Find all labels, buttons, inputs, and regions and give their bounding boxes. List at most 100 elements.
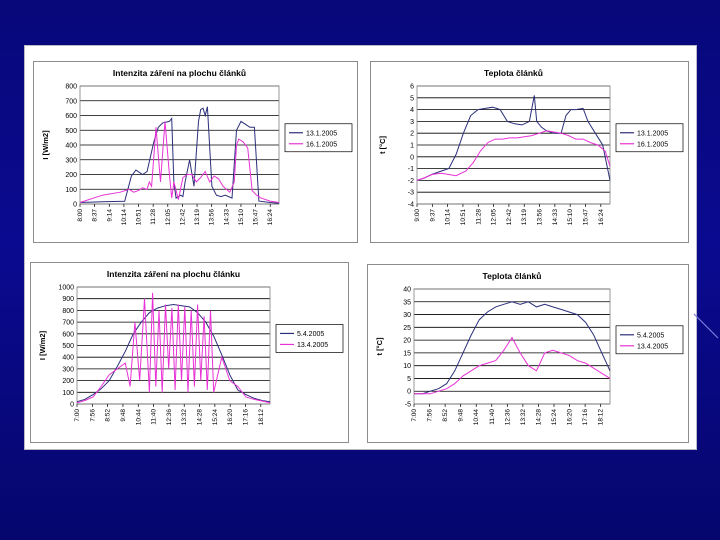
x-tick-label: 8:00	[77, 209, 84, 222]
chart-irradiance-april: Intenzita záření na plochu článku 0 100 200…	[30, 262, 349, 443]
x-tick-label: 10:14	[121, 209, 128, 226]
y-tick-label: 1000	[58, 285, 74, 292]
plot-area	[416, 85, 611, 205]
x-tick-label: 9:48	[120, 409, 127, 422]
y-tick-label: 700	[65, 98, 77, 105]
x-tick-label: 16:20	[567, 409, 574, 426]
x-tick-label: 15:24	[551, 409, 558, 426]
legend-label: 16.1.2005	[637, 141, 668, 148]
chart-svg: Teplota článků -5 0 5 10 15 20 25 30 35 40 t [°C] 7:…	[375, 271, 684, 426]
series-line-1	[79, 106, 280, 204]
x-tick-label: 10:51	[136, 209, 143, 226]
x-tick-label: 10:51	[460, 209, 467, 226]
y-tick-label: 500	[65, 128, 77, 135]
plot-area	[79, 85, 280, 205]
y-tick-label: 35	[403, 299, 411, 306]
chart-svg: Intenzita záření na plochu článku 0 100 200…	[38, 269, 344, 426]
x-tick-label: 7:56	[89, 409, 96, 422]
y-tick-label: 2	[410, 131, 414, 138]
y-tick-label: 5	[407, 376, 411, 383]
series-line-2	[76, 292, 271, 404]
legend	[284, 123, 353, 153]
legend-label: 16.1.2005	[306, 141, 337, 148]
x-tick-label: 12:36	[504, 409, 511, 426]
x-tick-label: 13:32	[181, 409, 188, 426]
y-tick-label: 0	[410, 154, 414, 161]
y-tick-label: 5	[410, 95, 414, 102]
y-tick-label: -5	[405, 402, 411, 409]
x-tick-label: 7:00	[74, 409, 81, 422]
chart-title: Teplota článků	[483, 271, 542, 281]
y-tick-label: 400	[65, 143, 77, 150]
x-tick-label: 12:42	[179, 209, 186, 226]
legend	[615, 123, 684, 153]
x-tick-label: 8:52	[105, 409, 112, 422]
y-tick-label: 800	[62, 308, 74, 315]
x-tick-label: 12:05	[491, 209, 498, 226]
x-tick-label: 13:19	[194, 209, 201, 226]
x-tick-label: 14:33	[223, 209, 230, 226]
x-tick-label: 15:47	[582, 209, 589, 226]
x-tick-label: 8:52	[442, 409, 449, 422]
series-line-1	[414, 301, 611, 395]
legend-label: 13.4.2005	[637, 343, 668, 350]
series-line-2	[416, 130, 611, 181]
y-axis-label: I [W/m2]	[41, 130, 50, 160]
x-tick-label: 12:42	[506, 209, 513, 226]
x-tick-label: 14:28	[535, 409, 542, 426]
y-tick-label: 0	[407, 389, 411, 396]
y-tick-label: 25	[403, 325, 411, 332]
x-tick-label: 13:56	[209, 209, 216, 226]
x-tick-label: 12:05	[165, 209, 172, 226]
series-line-2	[414, 336, 611, 395]
y-tick-label: 700	[62, 320, 74, 327]
x-tick-label: 7:00	[411, 409, 418, 422]
x-tick-label: 8:37	[92, 209, 99, 222]
series-line-2	[79, 121, 280, 203]
series-line-1	[416, 95, 611, 181]
x-tick-label: 13:56	[537, 209, 544, 226]
legend	[275, 324, 344, 353]
x-tick-label: 16:24	[598, 209, 605, 226]
chart-irradiance-january: Intenzita záření na plochu článků 0 100 200…	[33, 61, 358, 243]
y-axis-label: t [°C]	[378, 136, 387, 154]
legend	[615, 325, 684, 355]
legend-label: 5.4.2005	[637, 332, 664, 339]
x-tick-label: 10:14	[445, 209, 452, 226]
y-tick-label: 15	[403, 350, 411, 357]
x-tick-label: 11:40	[151, 409, 158, 425]
x-tick-label: 9:48	[458, 409, 465, 422]
y-tick-label: -4	[408, 202, 414, 209]
chart-temperature-january: Teplota článků -4 -3 -2 -1 0 1 2 3 4 5 6 t [°C] 9:00 9…	[370, 61, 689, 243]
y-tick-label: -2	[408, 178, 414, 185]
y-tick-label: 0	[70, 402, 74, 409]
x-tick-label: 15:10	[567, 209, 574, 226]
y-tick-label: 40	[403, 287, 411, 294]
x-tick-label: 15:47	[253, 209, 260, 226]
plot-area	[413, 288, 611, 405]
y-tick-label: 200	[62, 378, 74, 385]
charts-panel: Intenzita záření na plochu článků 0 100 200…	[24, 45, 697, 450]
chart-temperature-april: Teplota článků -5 0 5 10 15 20 25 30 35 40 t [°C] 7:…	[367, 264, 689, 443]
x-tick-label: 7:56	[427, 409, 434, 422]
x-tick-label: 18:12	[258, 409, 265, 426]
x-tick-label: 11:40	[489, 409, 496, 425]
legend-label: 13.1.2005	[306, 130, 337, 137]
chart-title: Teplota článků	[484, 68, 543, 78]
x-tick-label: 9:37	[429, 209, 436, 222]
y-tick-label: 400	[62, 355, 74, 362]
x-tick-label: 16:20	[227, 409, 234, 426]
x-tick-label: 14:33	[552, 209, 559, 226]
y-tick-label: 100	[65, 187, 77, 194]
y-tick-label: 0	[73, 202, 77, 209]
x-tick-label: 14:28	[197, 409, 204, 426]
y-tick-label: 1	[410, 143, 414, 150]
y-tick-label: 6	[410, 84, 414, 91]
y-tick-label: 800	[65, 84, 77, 91]
chart-title: Intenzita záření na plochu článků	[113, 68, 246, 78]
x-tick-label: 12:36	[166, 409, 173, 426]
chart-svg: Intenzita záření na plochu článků 0 100 200…	[41, 68, 353, 226]
x-tick-label: 17:16	[242, 409, 249, 426]
x-tick-label: 18:12	[598, 409, 605, 426]
y-tick-label: 4	[410, 107, 414, 114]
